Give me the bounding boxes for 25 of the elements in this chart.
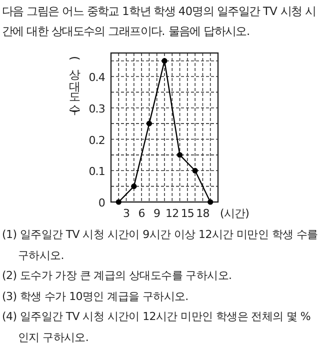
text: (3) 학생 수가 10명인 계급을 구하시오. <box>2 288 190 304</box>
y-tick-label: 0.4 <box>88 71 106 84</box>
chart-title: 다음 그림은 어느 중학교 1학년 학생 40명의 일주일간 TV 시청 시간에 대한 상대도수의 그래프이다. 물음에 답하시오. <box>2 4 317 40</box>
y-axis-title: (상대도수) <box>68 56 82 113</box>
x-tick-label: 15 <box>180 207 194 220</box>
point <box>176 152 183 158</box>
x-axis-title: (시간) <box>220 207 250 220</box>
y-tick-label: 0 <box>98 196 106 210</box>
y-tick-label: 0.3 <box>88 102 106 116</box>
text: (1) 일주일간 TV 시청 시간이 9시간 이상 12시간 미만인 학생 수를 구하시오. <box>2 227 318 264</box>
x-tick-label: 3 <box>122 207 130 220</box>
point <box>131 184 137 190</box>
y-tick-label: 0.1 <box>88 165 105 178</box>
y-tick-label: 0.2 <box>88 134 105 147</box>
x-tick-label: 18 <box>196 207 210 220</box>
point <box>192 168 198 174</box>
x-tick-label: 12 <box>166 207 179 220</box>
point <box>162 58 168 64</box>
text: (2) 도수가 가장 큰 계급의 상대도수를 구하시오. <box>2 268 233 284</box>
x-tick-label: 9 <box>154 207 161 220</box>
point <box>116 199 122 205</box>
point <box>146 120 152 126</box>
x-tick-label: 6 <box>138 207 146 220</box>
point <box>208 199 214 205</box>
text: (4) 일주일간 TV 시청 시간이 12시간 미만인 학생은 전체의 몇 %인지 구하시오. <box>2 309 312 346</box>
